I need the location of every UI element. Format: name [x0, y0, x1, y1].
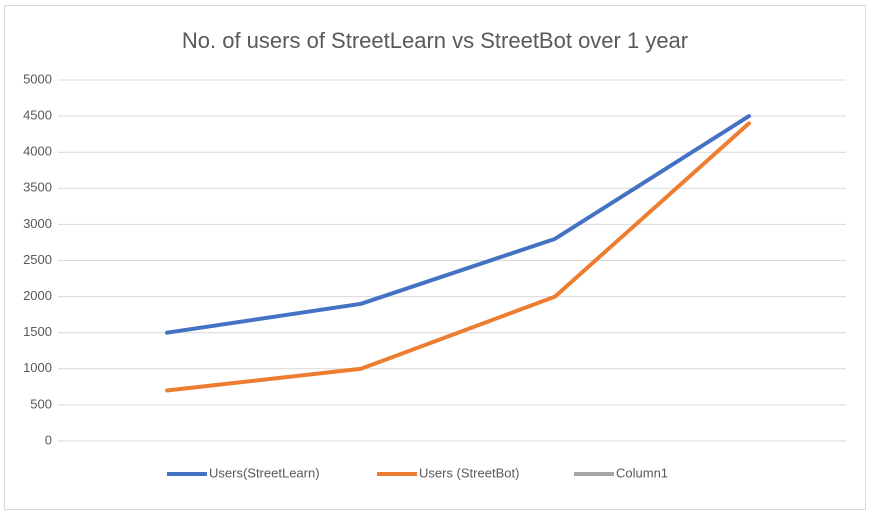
- y-tick-label: 4000: [23, 144, 52, 159]
- y-tick-label: 3000: [23, 216, 52, 231]
- series-line: [165, 121, 751, 393]
- legend-label: Users(StreetLearn): [209, 465, 320, 480]
- y-tick-label: 4500: [23, 108, 52, 123]
- y-tick-label: 1500: [23, 324, 52, 339]
- chart-border: [4, 5, 866, 510]
- legend-label: Column1: [616, 465, 668, 480]
- y-tick-label: 1000: [23, 360, 52, 375]
- series-line: [165, 114, 751, 335]
- y-tick-label: 2500: [23, 252, 52, 267]
- y-tick-label: 3500: [23, 180, 52, 195]
- y-tick-label: 0: [45, 432, 52, 447]
- y-tick-label: 5000: [23, 71, 52, 86]
- legend-label: Users (StreetBot): [419, 465, 519, 480]
- chart-title: No. of users of StreetLearn vs StreetBot…: [182, 28, 688, 53]
- y-tick-label: 500: [30, 396, 52, 411]
- y-tick-label: 2000: [23, 288, 52, 303]
